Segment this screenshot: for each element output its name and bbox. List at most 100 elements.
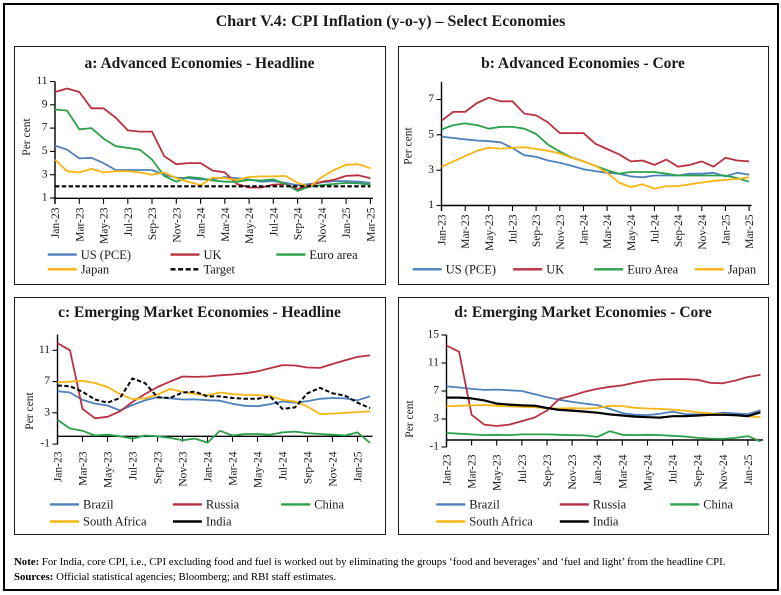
svg-text:7: 7 [42, 122, 48, 134]
svg-text:Sep-23: Sep-23 [531, 214, 543, 247]
svg-text:3: 3 [433, 413, 439, 425]
svg-text:c: Emerging Market Economies -: c: Emerging Market Economies - Headline [58, 304, 341, 321]
svg-text:Nov-24: Nov-24 [718, 454, 730, 489]
svg-text:11: 11 [428, 357, 439, 369]
svg-text:Mar-24: Mar-24 [602, 214, 614, 249]
svg-text:Sep-23: Sep-23 [147, 207, 159, 240]
svg-text:5: 5 [428, 128, 434, 140]
svg-text:Sep-23: Sep-23 [153, 451, 165, 484]
svg-text:Jan-25: Jan-25 [743, 454, 755, 485]
svg-text:d: Emerging Market Economies -: d: Emerging Market Economies - Core [454, 304, 712, 321]
svg-text:Japan: Japan [728, 263, 757, 277]
svg-text:UK: UK [546, 263, 564, 277]
svg-text:b: Advanced Economies - Core: b: Advanced Economies - Core [481, 55, 685, 72]
svg-text:Brazil: Brazil [83, 498, 114, 512]
svg-text:Russia: Russia [593, 498, 627, 512]
svg-text:Jul-23: Jul-23 [128, 451, 140, 480]
svg-text:3: 3 [42, 168, 48, 180]
svg-text:Mar-23: Mar-23 [74, 207, 86, 242]
svg-text:Per cent: Per cent [404, 400, 416, 438]
svg-text:-1: -1 [429, 441, 439, 453]
svg-text:China: China [703, 498, 733, 512]
svg-text:Jan-24: Jan-24 [196, 207, 208, 238]
svg-text:Nov-23: Nov-23 [555, 214, 567, 249]
svg-text:Mar-24: Mar-24 [617, 454, 629, 489]
svg-text:-1: -1 [40, 438, 50, 450]
svg-text:Jul-24: Jul-24 [268, 207, 280, 236]
svg-text:South Africa: South Africa [469, 515, 533, 529]
svg-text:Jan-25: Jan-25 [341, 207, 353, 238]
svg-text:Per cent: Per cent [24, 392, 36, 430]
svg-text:1: 1 [428, 199, 434, 211]
svg-text:5: 5 [42, 145, 48, 157]
svg-text:Jan-25: Jan-25 [353, 451, 365, 482]
svg-text:Mar-24: Mar-24 [228, 451, 240, 486]
svg-text:Sep-24: Sep-24 [293, 207, 305, 240]
svg-text:May-24: May-24 [643, 454, 655, 491]
svg-text:Mar-23: Mar-23 [460, 214, 472, 249]
svg-text:US (PCE): US (PCE) [446, 263, 496, 277]
svg-text:Sep-24: Sep-24 [693, 454, 705, 487]
svg-text:1: 1 [42, 192, 48, 204]
svg-text:May-24: May-24 [626, 214, 638, 251]
svg-text:15: 15 [428, 329, 440, 341]
svg-text:India: India [206, 515, 232, 529]
svg-text:11: 11 [39, 344, 50, 356]
svg-text:Per cent: Per cent [403, 127, 415, 165]
svg-text:Mar-24: Mar-24 [220, 207, 232, 242]
svg-text:Japan: Japan [81, 263, 110, 277]
svg-text:Sep-23: Sep-23 [542, 454, 554, 487]
svg-text:Euro Area: Euro Area [627, 263, 678, 277]
svg-text:May-23: May-23 [484, 214, 496, 251]
svg-text:May-23: May-23 [492, 454, 504, 491]
svg-text:Mar-25: Mar-25 [365, 207, 377, 242]
svg-text:Per cent: Per cent [21, 118, 33, 156]
svg-text:Nov-24: Nov-24 [317, 207, 329, 242]
svg-text:Jan-25: Jan-25 [720, 214, 732, 245]
svg-text:Brazil: Brazil [469, 498, 500, 512]
svg-text:India: India [593, 515, 619, 529]
svg-text:11: 11 [36, 75, 47, 87]
svg-text:May-23: May-23 [103, 451, 115, 488]
svg-text:Jul-24: Jul-24 [649, 214, 661, 243]
svg-text:Nov-24: Nov-24 [697, 214, 709, 249]
svg-text:Euro area: Euro area [309, 248, 358, 262]
svg-text:US (PCE): US (PCE) [81, 248, 131, 262]
svg-text:May-24: May-24 [253, 451, 265, 488]
svg-text:May-24: May-24 [244, 207, 256, 244]
svg-text:Sep-24: Sep-24 [303, 451, 315, 484]
svg-text:Jan-24: Jan-24 [579, 214, 591, 245]
svg-text:Mar-23: Mar-23 [78, 451, 90, 486]
svg-text:7: 7 [44, 375, 50, 387]
svg-text:Jul-24: Jul-24 [278, 451, 290, 480]
svg-text:Jan-23: Jan-23 [53, 451, 65, 482]
svg-text:Nov-24: Nov-24 [328, 451, 340, 486]
svg-text:9: 9 [42, 98, 48, 110]
svg-text:Jan-23: Jan-23 [437, 214, 449, 245]
svg-text:UK: UK [204, 248, 222, 262]
svg-text:Nov-23: Nov-23 [171, 207, 183, 242]
svg-text:Nov-23: Nov-23 [178, 451, 190, 486]
svg-text:Russia: Russia [206, 498, 240, 512]
svg-text:Jan-24: Jan-24 [592, 454, 604, 485]
svg-text:Jan-23: Jan-23 [50, 207, 62, 238]
svg-text:7: 7 [433, 385, 439, 397]
svg-text:3: 3 [44, 406, 50, 418]
svg-text:South Africa: South Africa [83, 515, 147, 529]
svg-text:a: Advanced Economies - Headli: a: Advanced Economies - Headline [85, 55, 315, 72]
svg-text:May-23: May-23 [99, 207, 111, 244]
svg-text:7: 7 [428, 93, 434, 105]
svg-text:Jul-23: Jul-23 [508, 214, 520, 243]
svg-text:Sep-24: Sep-24 [673, 214, 685, 247]
svg-text:Mar-23: Mar-23 [467, 454, 479, 489]
svg-text:Jul-23: Jul-23 [517, 454, 529, 483]
svg-text:Jul-24: Jul-24 [668, 454, 680, 483]
svg-text:Target: Target [204, 263, 236, 277]
svg-text:China: China [314, 498, 344, 512]
svg-text:3: 3 [428, 164, 434, 176]
svg-text:Jul-23: Jul-23 [123, 207, 135, 236]
svg-text:Mar-25: Mar-25 [744, 214, 756, 249]
svg-text:Jan-24: Jan-24 [203, 451, 215, 482]
svg-text:Jan-23: Jan-23 [442, 454, 454, 485]
svg-text:Nov-23: Nov-23 [567, 454, 579, 489]
